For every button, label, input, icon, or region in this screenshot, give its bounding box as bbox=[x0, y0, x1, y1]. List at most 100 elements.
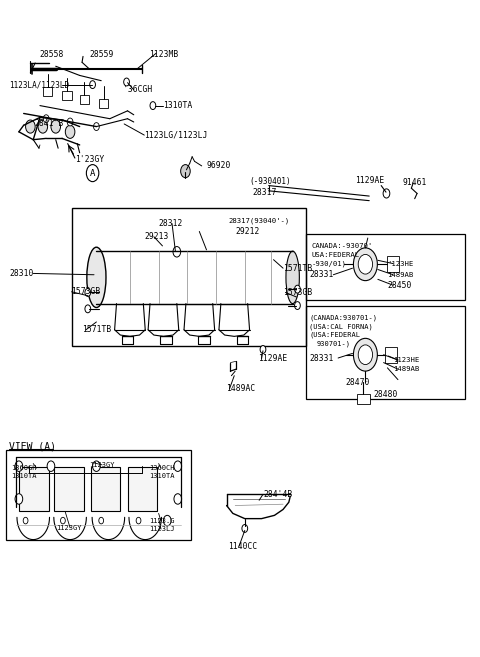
Text: 1123MB: 1123MB bbox=[149, 50, 178, 59]
Circle shape bbox=[295, 302, 300, 309]
Circle shape bbox=[163, 515, 171, 526]
Text: (USA:CAL FORNA): (USA:CAL FORNA) bbox=[310, 323, 373, 330]
Text: 28331: 28331 bbox=[310, 353, 334, 363]
Text: '123HE: '123HE bbox=[387, 261, 414, 267]
Circle shape bbox=[94, 123, 99, 131]
Bar bbox=[19, 468, 48, 510]
Bar bbox=[43, 87, 52, 97]
Bar bbox=[357, 394, 370, 404]
Text: 1129AE: 1129AE bbox=[355, 176, 384, 185]
Text: 1140CC: 1140CC bbox=[228, 541, 257, 551]
Text: A: A bbox=[90, 169, 95, 177]
Text: 930701-): 930701-) bbox=[317, 340, 350, 347]
Text: 1123GY: 1123GY bbox=[56, 525, 81, 531]
Circle shape bbox=[295, 285, 300, 293]
Circle shape bbox=[260, 346, 266, 353]
Circle shape bbox=[173, 246, 180, 257]
Circle shape bbox=[136, 517, 141, 524]
Circle shape bbox=[23, 517, 28, 524]
Bar bbox=[72, 208, 306, 346]
Text: -930/01): -930/01) bbox=[312, 260, 347, 267]
Text: 1310TA: 1310TA bbox=[149, 473, 175, 479]
Circle shape bbox=[174, 461, 181, 472]
Text: 1360CH: 1360CH bbox=[149, 465, 175, 471]
Bar bbox=[62, 91, 72, 101]
Text: 1310TA: 1310TA bbox=[163, 101, 192, 110]
Text: 28559: 28559 bbox=[89, 50, 114, 59]
Text: 28331: 28331 bbox=[310, 270, 334, 279]
Circle shape bbox=[86, 165, 99, 181]
Text: 28480: 28480 bbox=[373, 390, 397, 399]
Text: 28310: 28310 bbox=[9, 269, 34, 278]
Text: 1123HE: 1123HE bbox=[393, 357, 420, 363]
Circle shape bbox=[174, 493, 181, 504]
Text: 1573GB: 1573GB bbox=[283, 288, 312, 297]
Circle shape bbox=[242, 524, 248, 532]
Bar bbox=[99, 99, 108, 108]
Circle shape bbox=[43, 115, 49, 123]
Text: 96920: 96920 bbox=[206, 162, 231, 170]
Bar bbox=[306, 234, 465, 300]
Text: 28558: 28558 bbox=[39, 50, 63, 59]
Bar bbox=[384, 347, 396, 363]
Circle shape bbox=[51, 120, 60, 133]
Circle shape bbox=[358, 254, 372, 274]
Text: 1123LG/1123LJ: 1123LG/1123LJ bbox=[144, 131, 208, 139]
Circle shape bbox=[47, 461, 55, 472]
Text: 1310TA: 1310TA bbox=[11, 473, 37, 479]
Bar bbox=[306, 306, 465, 399]
Text: 1573GB: 1573GB bbox=[72, 287, 101, 296]
Text: (USA:FEDERAL: (USA:FEDERAL bbox=[310, 332, 360, 338]
Text: 29212: 29212 bbox=[235, 227, 260, 236]
Circle shape bbox=[99, 517, 104, 524]
Ellipse shape bbox=[286, 251, 300, 304]
Circle shape bbox=[15, 461, 23, 472]
Text: 1489AC: 1489AC bbox=[226, 384, 255, 394]
Circle shape bbox=[67, 118, 73, 126]
Circle shape bbox=[180, 165, 190, 177]
Circle shape bbox=[25, 120, 35, 133]
Text: 28450: 28450 bbox=[387, 281, 412, 290]
Text: 29213: 29213 bbox=[144, 232, 168, 241]
Text: 28470: 28470 bbox=[345, 378, 370, 387]
Circle shape bbox=[60, 517, 65, 524]
Circle shape bbox=[353, 338, 377, 371]
Text: CANADA:-93070': CANADA:-93070' bbox=[312, 243, 373, 249]
Text: 1360GH: 1360GH bbox=[11, 465, 37, 471]
Ellipse shape bbox=[87, 247, 106, 307]
Text: 1123LJ: 1123LJ bbox=[149, 526, 175, 532]
Bar bbox=[6, 450, 191, 539]
Text: VIEW (A): VIEW (A) bbox=[9, 442, 56, 451]
Text: (-930401): (-930401) bbox=[250, 177, 291, 186]
Text: 1'23GY: 1'23GY bbox=[75, 155, 104, 164]
Bar bbox=[80, 95, 89, 104]
Text: 1571TB: 1571TB bbox=[82, 325, 111, 334]
Circle shape bbox=[85, 305, 91, 313]
Text: 1489AB: 1489AB bbox=[393, 366, 420, 372]
Text: 91461: 91461 bbox=[403, 179, 427, 187]
Bar bbox=[96, 251, 293, 304]
Text: 2841'B: 2841'B bbox=[34, 120, 63, 129]
Text: 1123GY: 1123GY bbox=[89, 462, 115, 468]
Circle shape bbox=[65, 125, 75, 139]
Text: 284'4B: 284'4B bbox=[263, 490, 292, 499]
Circle shape bbox=[15, 493, 23, 504]
Circle shape bbox=[93, 461, 100, 472]
Text: 1129AE: 1129AE bbox=[258, 354, 288, 363]
Bar bbox=[128, 468, 157, 510]
Circle shape bbox=[90, 81, 96, 89]
Bar bbox=[387, 256, 399, 272]
Text: 28317(93040'-): 28317(93040'-) bbox=[228, 217, 289, 223]
Bar bbox=[54, 468, 84, 510]
Circle shape bbox=[353, 248, 377, 281]
Text: USA:FEDERAL: USA:FEDERAL bbox=[312, 252, 360, 258]
Circle shape bbox=[38, 120, 48, 133]
Text: 1489AB: 1489AB bbox=[387, 272, 414, 278]
Text: 1123LA/1123LD: 1123LA/1123LD bbox=[9, 80, 70, 89]
Circle shape bbox=[85, 288, 91, 296]
Bar bbox=[91, 468, 120, 510]
Circle shape bbox=[358, 345, 372, 365]
Text: 28312: 28312 bbox=[158, 219, 183, 228]
Text: 1571TB: 1571TB bbox=[283, 263, 312, 273]
Text: 1123.G: 1123.G bbox=[149, 518, 175, 524]
